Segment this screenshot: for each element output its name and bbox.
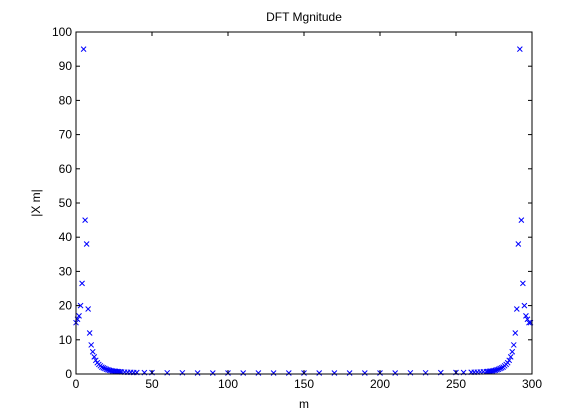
y-tick-label: 10 (59, 333, 73, 347)
data-point (85, 306, 92, 312)
data-point (98, 364, 105, 371)
data-point (361, 370, 368, 376)
chart-title: DFT Mgnitude (266, 10, 342, 24)
data-point (506, 357, 513, 364)
data-point (498, 364, 505, 371)
data-point (518, 217, 525, 223)
y-tick-label: 70 (59, 128, 73, 142)
data-point (102, 365, 108, 372)
y-tick-label: 0 (65, 367, 72, 381)
y-axis-title: |X m| (29, 189, 43, 217)
data-point (103, 366, 110, 373)
data-point (392, 370, 399, 376)
y-tick-label: 30 (59, 264, 73, 278)
data-point (509, 348, 516, 355)
data-point (512, 330, 519, 336)
data-point (194, 370, 201, 376)
data-point (520, 280, 526, 287)
data-point (507, 354, 514, 360)
x-tick-label: 200 (370, 377, 390, 391)
x-tick-label: 0 (73, 377, 80, 391)
data-point (117, 368, 123, 375)
data-point (523, 313, 529, 319)
data-point (494, 366, 500, 373)
data-point (80, 46, 87, 52)
data-point (492, 367, 499, 374)
data-point (79, 280, 85, 287)
data-point (346, 370, 353, 376)
x-tick-label: 100 (218, 377, 238, 391)
data-point (510, 342, 517, 348)
x-axis-title: m (299, 397, 309, 411)
data-point (100, 364, 107, 371)
x-axis-ticks: 0 50 100 150 200 250 300 (73, 32, 542, 391)
data-point (88, 342, 95, 348)
y-tick-label: 50 (59, 196, 73, 210)
x-tick-label: 250 (446, 377, 466, 391)
data-point (209, 370, 216, 376)
data-point (91, 354, 98, 360)
data-point (513, 306, 520, 312)
data-point (526, 319, 532, 326)
y-tick-label: 80 (59, 93, 73, 107)
y-tick-label: 100 (52, 25, 72, 39)
y-tick-label: 40 (59, 230, 73, 244)
y-tick-label: 60 (59, 162, 73, 176)
x-tick-label: 300 (522, 377, 542, 391)
data-point (515, 241, 522, 247)
data-point (89, 348, 96, 355)
data-point (86, 330, 93, 336)
plot-area-frame (75, 31, 533, 375)
plot-area-background (76, 32, 532, 374)
data-point (495, 366, 502, 373)
data-point (255, 370, 262, 376)
data-point (285, 370, 292, 376)
x-tick-label: 150 (294, 377, 314, 391)
data-point (516, 46, 523, 52)
y-axis-ticks: 0 10 20 30 40 50 60 70 80 90 100 (52, 25, 532, 381)
data-point (77, 302, 84, 309)
data-point (76, 313, 82, 319)
data-point (83, 241, 90, 247)
y-tick-label: 90 (59, 59, 73, 73)
data-point (82, 217, 88, 223)
data-point (316, 370, 323, 376)
y-tick-label: 20 (59, 299, 73, 313)
data-point (497, 365, 503, 372)
x-tick-label: 50 (145, 377, 159, 391)
data-point (331, 370, 338, 376)
data-point (270, 370, 277, 376)
data-point (521, 302, 528, 309)
data-point (240, 370, 247, 376)
